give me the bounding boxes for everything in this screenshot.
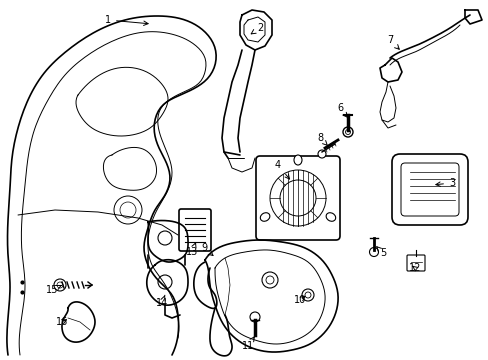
Circle shape xyxy=(158,275,172,289)
FancyBboxPatch shape xyxy=(406,255,424,271)
Circle shape xyxy=(369,248,378,256)
Text: 11: 11 xyxy=(242,337,254,351)
Text: 5: 5 xyxy=(376,247,386,258)
Circle shape xyxy=(54,279,66,291)
Text: 8: 8 xyxy=(316,133,327,146)
Circle shape xyxy=(249,312,260,322)
Text: 14: 14 xyxy=(156,295,168,308)
Text: 1: 1 xyxy=(105,15,148,26)
Circle shape xyxy=(317,150,325,158)
Ellipse shape xyxy=(260,213,269,221)
Text: 15: 15 xyxy=(46,285,61,295)
Circle shape xyxy=(302,289,313,301)
FancyBboxPatch shape xyxy=(256,156,339,240)
Ellipse shape xyxy=(293,155,302,165)
FancyBboxPatch shape xyxy=(391,154,467,225)
Circle shape xyxy=(262,272,278,288)
Text: 6: 6 xyxy=(336,103,347,118)
Ellipse shape xyxy=(325,213,335,221)
Text: 7: 7 xyxy=(386,35,398,49)
Text: 2: 2 xyxy=(251,23,263,34)
Circle shape xyxy=(342,127,352,137)
Text: 10: 10 xyxy=(293,295,305,305)
Circle shape xyxy=(158,231,172,245)
Text: 12: 12 xyxy=(408,263,420,273)
Text: 9: 9 xyxy=(201,243,213,256)
Text: 4: 4 xyxy=(274,160,289,179)
Text: 13: 13 xyxy=(185,243,198,257)
Text: 16: 16 xyxy=(56,317,68,327)
Text: 3: 3 xyxy=(435,178,454,188)
